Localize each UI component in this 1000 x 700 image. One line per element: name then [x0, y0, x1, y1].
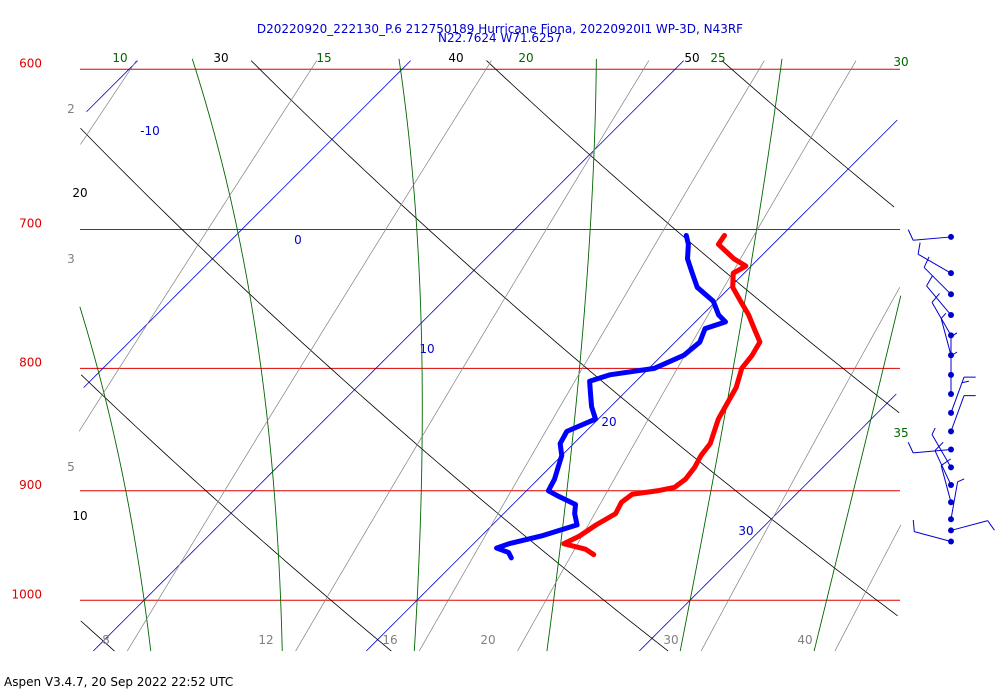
- mixing-ratio-label: 20: [480, 633, 495, 647]
- mixing-ratio-line: [80, 60, 137, 145]
- isobar-label: 800: [19, 355, 42, 369]
- wind-barb-flag: [957, 478, 965, 483]
- dewpoint-trace: [494, 232, 728, 561]
- wind-barb-staff: [931, 434, 952, 468]
- chart-subtitle-location: N22.7624 W71.6257: [438, 31, 562, 45]
- wind-barb-flag: [917, 242, 921, 255]
- wind-barb-flag: [923, 256, 930, 268]
- mixing-ratio-line: [418, 60, 765, 652]
- chart-title: D20220920_222130_P.6 212750189 Hurricane…: [256, 22, 744, 36]
- moist-adiabat-line: [191, 58, 283, 652]
- mixing-ratio-label: 3: [67, 252, 75, 266]
- mixing-ratio-line: [78, 60, 318, 432]
- moist-adiabat-label: 20: [518, 51, 533, 65]
- dry-adiabat-line: [721, 60, 895, 208]
- isobar-label: 700: [19, 217, 42, 231]
- isotherm-label: 0: [294, 233, 302, 247]
- isobar-label: 1000: [11, 587, 42, 601]
- wind-barb-flag: [940, 312, 947, 319]
- dry-adiabat-line: [80, 127, 669, 652]
- isotherm-label: 10: [419, 342, 434, 356]
- wind-barb-flag: [912, 519, 915, 532]
- isotherm-label: 30: [738, 524, 753, 538]
- isobar-label: 600: [19, 56, 42, 70]
- dry-adiabat-line: [486, 60, 900, 414]
- isotherm-line: [366, 119, 898, 652]
- moist-adiabat-label: 30: [893, 55, 908, 69]
- mixing-ratio-label: 2: [67, 102, 75, 116]
- moist-adiabat-label: 10: [112, 51, 127, 65]
- mixing-ratio-line: [700, 287, 901, 652]
- wind-barb-staff: [914, 531, 952, 542]
- isotherm-line: [93, 60, 684, 652]
- dry-adiabat-label: 40: [448, 51, 463, 65]
- wind-barb-flag: [907, 442, 914, 454]
- isobar-label: 900: [19, 478, 42, 492]
- mixing-ratio-line: [126, 60, 492, 652]
- wind-barb-staff: [917, 253, 952, 274]
- dry-adiabat-line: [80, 620, 115, 652]
- wind-barb-staff: [913, 236, 952, 241]
- wind-barb-staff: [934, 450, 952, 486]
- wind-barb-flag: [950, 351, 958, 357]
- wind-barb-flag: [931, 427, 936, 435]
- wind-barb-staff: [950, 395, 965, 432]
- temperature-trace: [561, 232, 763, 558]
- dry-adiabat-label: 10: [72, 509, 87, 523]
- isotherm-line: [83, 60, 411, 388]
- moist-adiabat-label: 25: [710, 51, 725, 65]
- wind-barb-staff: [940, 465, 952, 503]
- moist-adiabat-line: [546, 58, 597, 652]
- moist-adiabat-line: [813, 295, 902, 652]
- moist-adiabat-line: [679, 58, 783, 652]
- wind-barb-staff: [913, 449, 952, 454]
- wind-barb-staff: [940, 318, 952, 356]
- mixing-ratio-label: 5: [67, 460, 75, 474]
- isotherm-line: [639, 393, 897, 652]
- dry-adiabat-line: [80, 374, 392, 652]
- wind-barb-staff: [926, 285, 952, 316]
- dry-adiabat-label: 30: [213, 51, 228, 65]
- mixing-ratio-label: 12: [258, 633, 273, 647]
- isotherm-line: [86, 60, 138, 113]
- moist-adiabat-label: 35: [893, 426, 908, 440]
- mixing-ratio-label: 8: [102, 633, 110, 647]
- mixing-ratio-label: 30: [663, 633, 678, 647]
- moist-adiabat-label: 15: [316, 51, 331, 65]
- moist-adiabat-line: [398, 58, 423, 652]
- isotherm-label: 20: [601, 415, 616, 429]
- wind-barb-flag: [950, 332, 958, 338]
- wind-barb-staff: [923, 267, 952, 295]
- footer-software-version: Aspen V3.4.7, 20 Sep 2022 22:52 UTC: [4, 675, 234, 689]
- wind-barb-staff: [950, 376, 965, 414]
- wind-barb-flag: [926, 275, 933, 287]
- mixing-ratio-label: 40: [797, 633, 812, 647]
- wind-barb-flag: [987, 520, 995, 531]
- wind-barb-flag: [907, 229, 914, 241]
- isotherm-label: -10: [140, 124, 160, 138]
- dry-adiabat-label: 50: [684, 51, 699, 65]
- wind-barb-staff: [950, 520, 988, 531]
- wind-barb-flag: [961, 380, 970, 384]
- mixing-ratio-label: 16: [382, 633, 397, 647]
- mixing-ratio-line: [517, 60, 857, 652]
- mixing-ratio-line: [834, 524, 902, 652]
- mixing-ratio-line: [295, 60, 650, 652]
- wind-barb-staff: [950, 481, 959, 520]
- wind-barb-flag: [934, 441, 944, 451]
- dry-adiabat-line: [250, 60, 898, 617]
- moist-adiabat-line: [79, 306, 152, 652]
- wind-barb-flag: [940, 458, 952, 466]
- dry-adiabat-label: 20: [72, 186, 87, 200]
- wind-barb-flag: [931, 293, 940, 303]
